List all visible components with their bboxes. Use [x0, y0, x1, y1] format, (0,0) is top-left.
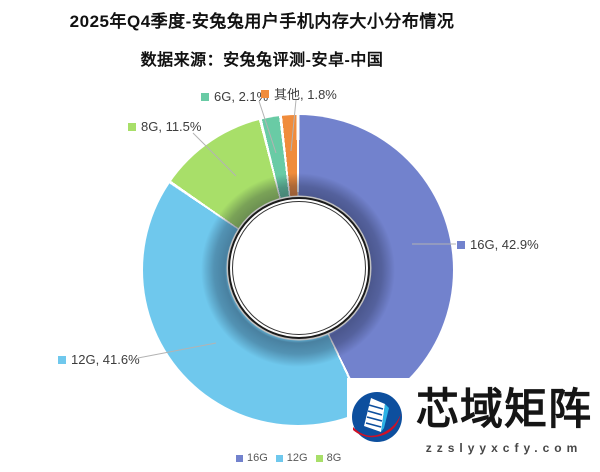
callout-text: 其他, 1.8%: [274, 87, 337, 102]
callout-label-16g: 16G, 42.9%: [457, 237, 539, 252]
callout-label-other: 其他, 1.8%: [261, 84, 337, 103]
callout-text: 6G, 2.1%: [214, 89, 269, 104]
legend-swatch-icon: [236, 454, 243, 462]
donut-center-hole: [228, 197, 370, 339]
series-swatch-icon: [457, 240, 465, 249]
series-swatch-icon: [201, 92, 209, 101]
legend-item-8g: 8G: [315, 452, 342, 464]
legend-label: 16G: [247, 452, 268, 464]
callout-text: 12G, 41.6%: [71, 352, 140, 367]
series-swatch-icon: [261, 89, 269, 98]
callout-label-12g: 12G, 41.6%: [58, 352, 140, 367]
chart-title: 2025年Q4季度-安兔兔用户手机内存大小分布情况: [69, 12, 455, 31]
series-swatch-icon: [58, 355, 66, 364]
chart-subtitle: 数据来源：安兔兔评测-安卓-中国: [140, 52, 384, 69]
legend-swatch-icon: [275, 454, 283, 462]
legend-item-16g: 16G: [236, 452, 268, 464]
legend-label: 8G: [326, 452, 342, 464]
series-swatch-icon: [128, 122, 136, 131]
callout-text: 8G, 11.5%: [141, 119, 202, 134]
brand-domain: zzslyyxcfy.com: [425, 441, 583, 455]
callout-label-8g: 8G, 11.5%: [128, 119, 201, 134]
watermark-panel: 芯域矩阵 zzslyyxcfy.com: [347, 378, 600, 472]
legend-label: 12G: [286, 452, 308, 464]
callout-label-6g: 6G, 2.1%: [201, 89, 268, 104]
brand-logo-icon: [352, 392, 402, 442]
brand-name: 芯域矩阵: [416, 385, 592, 435]
legend-item-12g: 12G: [275, 452, 308, 464]
callout-text: 16G, 42.9%: [470, 237, 539, 252]
legend-swatch-icon: [315, 454, 323, 462]
donut-center-hole-inner-ring: [232, 201, 366, 335]
